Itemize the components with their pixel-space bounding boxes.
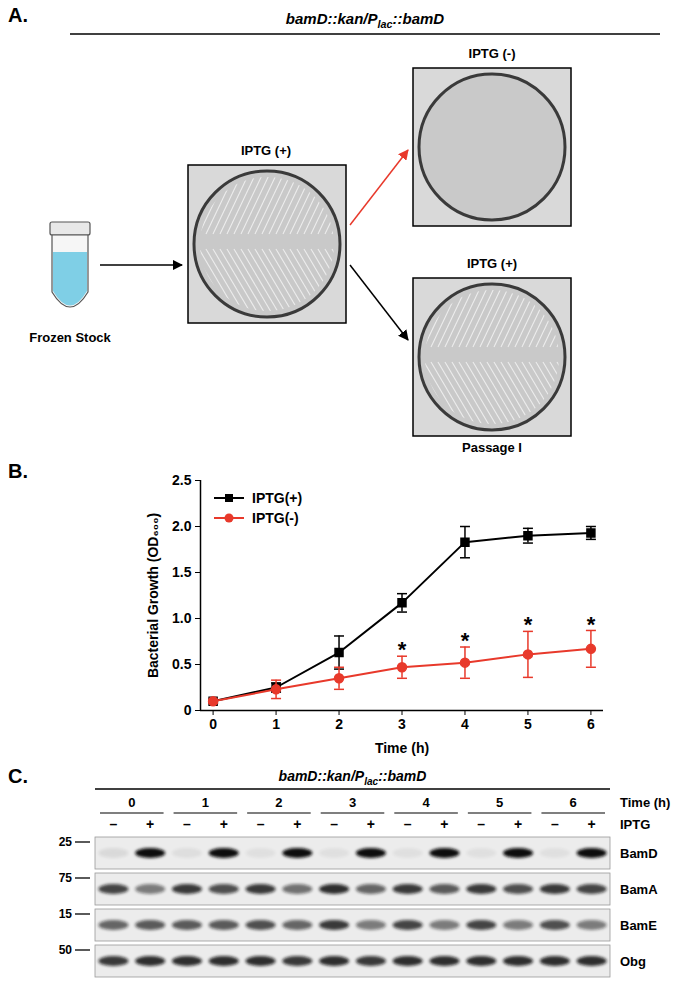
svg-text:C.: C. — [8, 765, 28, 787]
svg-text:Bacterial Growth (OD₆₀₀): Bacterial Growth (OD₆₀₀) — [145, 513, 161, 678]
svg-text:6: 6 — [570, 795, 577, 810]
svg-text:25: 25 — [59, 835, 73, 849]
svg-text:2.0: 2.0 — [172, 518, 192, 534]
svg-text:0.5: 0.5 — [172, 656, 192, 672]
svg-text:6: 6 — [587, 716, 595, 732]
svg-text:1.5: 1.5 — [172, 564, 192, 580]
svg-text:BamE: BamE — [620, 918, 657, 933]
svg-text:IPTG (+): IPTG (+) — [241, 143, 291, 158]
svg-text:*: * — [587, 612, 596, 637]
svg-text:5: 5 — [496, 795, 503, 810]
svg-text:Time (h): Time (h) — [375, 740, 429, 756]
svg-text:bamD::kan/Plac::bamD: bamD::kan/Plac::bamD — [286, 10, 445, 30]
svg-text:–: – — [551, 816, 559, 832]
svg-text:75: 75 — [59, 871, 73, 885]
svg-text:BamA: BamA — [620, 882, 658, 897]
svg-text:+: + — [588, 816, 596, 832]
svg-text:+: + — [146, 816, 154, 832]
svg-text:3: 3 — [398, 716, 406, 732]
svg-text:*: * — [524, 612, 533, 637]
svg-text:1: 1 — [202, 795, 209, 810]
svg-text:4: 4 — [422, 795, 430, 810]
svg-text:1: 1 — [272, 716, 280, 732]
svg-text:bamD::kan/Plac::bamD: bamD::kan/Plac::bamD — [279, 768, 427, 787]
svg-text:–: – — [404, 816, 412, 832]
html-text:B.: B. — [8, 460, 28, 482]
svg-text:–: – — [183, 816, 191, 832]
svg-text:0: 0 — [184, 702, 192, 718]
svg-text:BamD: BamD — [620, 846, 658, 861]
svg-text:A.: A. — [8, 4, 28, 26]
svg-text:3: 3 — [349, 795, 356, 810]
svg-text:*: * — [461, 628, 470, 653]
svg-text:+: + — [367, 816, 375, 832]
svg-text:Obg: Obg — [620, 954, 646, 969]
svg-text:–: – — [257, 816, 265, 832]
svg-text:+: + — [293, 816, 301, 832]
svg-text:1.0: 1.0 — [172, 610, 192, 626]
svg-text:+: + — [440, 816, 448, 832]
svg-text:–: – — [477, 816, 485, 832]
svg-text:0: 0 — [128, 795, 135, 810]
svg-text:IPTG (-): IPTG (-) — [469, 46, 516, 61]
svg-text:Frozen Stock: Frozen Stock — [29, 330, 111, 345]
html-text:IPTG(+): IPTG(+) — [252, 490, 303, 506]
svg-text:Passage I: Passage I — [462, 440, 522, 455]
svg-text:–: – — [330, 816, 338, 832]
svg-text:15: 15 — [59, 907, 73, 921]
svg-text:0: 0 — [209, 716, 217, 732]
svg-text:–: – — [109, 816, 117, 832]
html-text:IPTG(-): IPTG(-) — [252, 510, 299, 526]
svg-text:4: 4 — [461, 716, 469, 732]
svg-text:Time (h): Time (h) — [620, 795, 670, 810]
svg-text:2.5: 2.5 — [172, 472, 192, 488]
svg-text:2: 2 — [275, 795, 282, 810]
svg-text:IPTG: IPTG — [620, 817, 650, 832]
svg-text:+: + — [514, 816, 522, 832]
svg-text:+: + — [220, 816, 228, 832]
svg-text:*: * — [398, 637, 407, 662]
svg-text:50: 50 — [59, 943, 73, 957]
svg-text:2: 2 — [335, 716, 343, 732]
svg-text:IPTG (+): IPTG (+) — [467, 256, 517, 271]
svg-text:5: 5 — [524, 716, 532, 732]
